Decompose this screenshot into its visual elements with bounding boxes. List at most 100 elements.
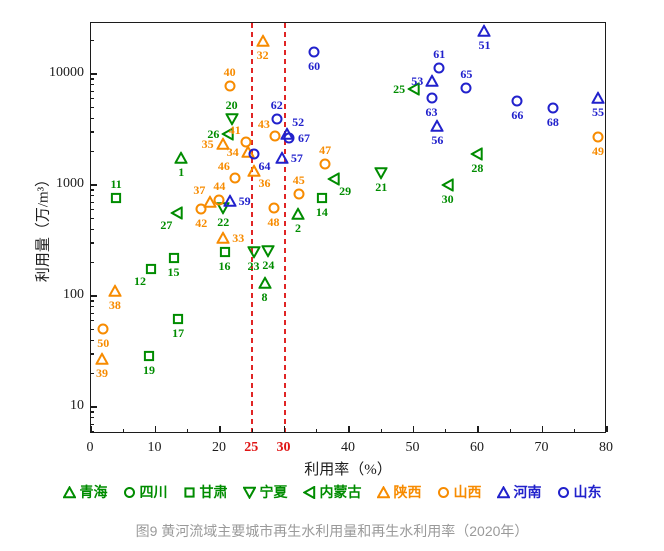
point-label-49: 49	[591, 144, 604, 159]
y-minor-tick	[91, 98, 94, 100]
point-label-66: 66	[511, 108, 524, 123]
x-minor-tick	[122, 429, 124, 432]
point-label-48: 48	[267, 215, 280, 230]
data-point-64	[247, 148, 260, 161]
triangle-up-marker-icon	[94, 351, 110, 365]
point-label-34: 34	[226, 144, 239, 159]
point-label-25: 25	[393, 82, 406, 97]
circle-marker-icon	[426, 92, 438, 104]
triangle-up-marker-icon	[590, 90, 606, 104]
data-point-46	[228, 171, 241, 184]
legend-item-河南: 河南	[496, 482, 542, 502]
data-point-65	[460, 81, 473, 94]
reference-line-x30	[283, 23, 286, 432]
triangle-down-marker-icon	[242, 486, 256, 499]
x-minor-tick	[316, 429, 318, 432]
legend-item-四川: 四川	[123, 482, 168, 502]
y-minor-tick	[91, 353, 94, 355]
y-axis-label: 利用量（万/m³）	[35, 171, 52, 283]
legend-label: 宁夏	[259, 486, 288, 501]
data-point-8	[257, 276, 272, 290]
y-minor-tick	[91, 328, 94, 330]
legend-item-青海: 青海	[62, 482, 108, 502]
data-point-14	[315, 192, 328, 205]
circle-marker-icon	[293, 188, 305, 200]
y-minor-tick	[91, 106, 94, 108]
data-point-25	[406, 81, 421, 97]
circle-marker-icon	[195, 203, 207, 215]
y-minor-tick	[91, 39, 94, 42]
reference-line-x25	[251, 23, 254, 432]
y-minor-tick	[91, 78, 94, 80]
point-label-63: 63	[425, 104, 438, 119]
data-point-1	[174, 150, 189, 165]
triangle-left-marker-icon	[221, 126, 235, 141]
circle-marker-icon	[240, 136, 252, 148]
y-minor-tick	[91, 423, 94, 425]
point-label-24: 24	[262, 257, 275, 272]
data-point-39	[94, 351, 110, 366]
point-label-27: 27	[160, 217, 173, 232]
legend-label: 陕西	[393, 486, 422, 501]
legend-item-陕西: 陕西	[376, 482, 422, 502]
data-point-23	[246, 245, 261, 259]
square-marker-icon	[219, 246, 230, 257]
circle-marker-icon	[283, 132, 295, 144]
legend-item-内蒙古: 内蒙古	[302, 482, 362, 502]
triangle-down-marker-icon	[224, 113, 239, 127]
data-point-17	[172, 313, 185, 326]
y-minor-tick	[91, 300, 94, 302]
data-point-19	[143, 349, 156, 362]
point-label-23: 23	[247, 258, 260, 273]
point-label-28: 28	[471, 161, 484, 176]
triangle-up-marker-icon	[257, 276, 272, 290]
point-label-2: 2	[295, 220, 302, 235]
square-marker-icon	[145, 263, 157, 275]
y-minor-tick	[91, 150, 94, 153]
point-label-61: 61	[433, 47, 446, 62]
y-tick-label-100: 100	[63, 287, 84, 302]
triangle-left-marker-icon	[406, 81, 420, 97]
legend-label: 山东	[573, 486, 602, 501]
data-point-30	[440, 177, 454, 193]
x-major-tick	[606, 426, 608, 432]
data-point-63	[425, 91, 438, 104]
x-major-tick	[219, 426, 221, 432]
legend-label: 内蒙古	[319, 486, 362, 501]
circle-marker-icon	[271, 113, 283, 125]
x-major-tick	[90, 426, 92, 432]
point-label-47: 47	[319, 142, 332, 157]
triangle-up-marker-icon	[246, 163, 261, 177]
y-minor-tick	[91, 131, 94, 133]
triangle-up-marker-icon	[255, 33, 270, 47]
data-point-59	[222, 193, 237, 207]
y-major-tick	[91, 406, 97, 408]
y-minor-tick	[91, 431, 94, 433]
point-label-67: 67	[298, 131, 310, 146]
triangle-up-marker-icon	[107, 284, 123, 298]
point-label-1: 1	[178, 165, 185, 180]
point-label-51: 51	[478, 37, 491, 52]
x-tick-label-red-25: 25	[244, 440, 259, 455]
point-label-40: 40	[223, 64, 236, 79]
x-major-tick	[283, 426, 286, 432]
data-point-24	[261, 244, 276, 259]
triangle-left-marker-icon	[440, 177, 454, 193]
data-point-33	[216, 231, 231, 245]
point-label-21: 21	[375, 180, 388, 195]
data-point-57	[274, 150, 290, 165]
data-point-12	[144, 263, 157, 276]
y-minor-tick	[91, 320, 94, 322]
triangle-up-marker-icon	[496, 485, 510, 498]
data-point-49	[591, 131, 604, 144]
circle-marker-icon	[123, 486, 135, 498]
data-point-53	[424, 73, 440, 87]
circle-marker-icon	[213, 194, 225, 206]
y-minor-tick	[91, 339, 94, 341]
point-label-36: 36	[258, 175, 271, 190]
x-axis-label: 利用率（%）	[304, 462, 392, 478]
data-point-20	[224, 113, 239, 127]
point-label-41: 41	[228, 122, 241, 137]
point-label-46: 46	[217, 158, 230, 173]
triangle-up-marker-icon	[216, 231, 231, 245]
